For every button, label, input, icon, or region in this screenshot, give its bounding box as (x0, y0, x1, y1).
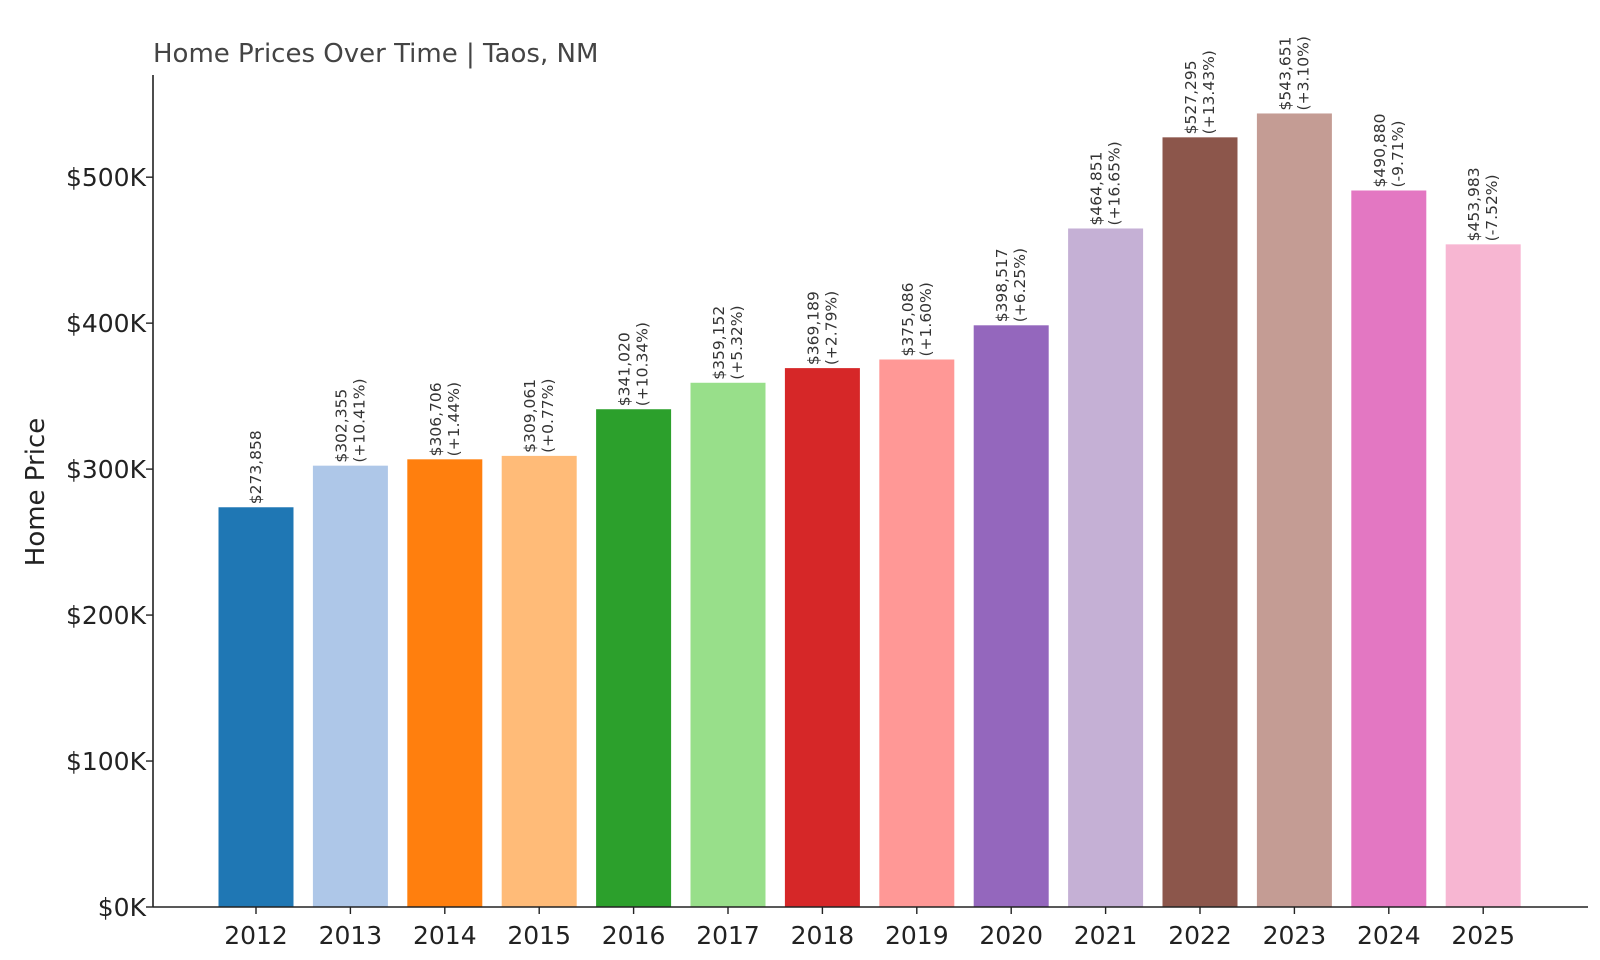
data-label-change: (+1.60%) (917, 282, 935, 356)
y-tick-label: $300K (66, 455, 147, 484)
data-label-change: (+10.41%) (350, 378, 368, 462)
data-label-value: $369,189 (804, 291, 822, 365)
chart-title: Home Prices Over Time | Taos, NM (153, 39, 598, 69)
bars (218, 113, 1521, 908)
data-label-value: $375,086 (899, 283, 917, 357)
data-label-value: $453,983 (1465, 167, 1483, 241)
x-tick-label: 2018 (791, 921, 855, 950)
data-label-change: (+2.79%) (822, 291, 840, 365)
x-axis-ticks: 2012 2013 2014 2015 2016 2017 2018 2019 2020 2021… (224, 907, 1515, 950)
bar-2025 (1445, 244, 1521, 907)
bar-2018 (784, 368, 860, 907)
data-label-value: $306,706 (427, 382, 445, 456)
bar-2022 (1162, 137, 1238, 907)
bar-2023 (1256, 113, 1332, 907)
x-tick-label: 2025 (1451, 921, 1515, 950)
data-label-value: $543,651 (1276, 36, 1294, 110)
x-tick-label: 2023 (1263, 921, 1327, 950)
data-label-change: (-9.71%) (1389, 121, 1407, 188)
bar-2024 (1351, 190, 1427, 908)
y-tick-label: $400K (66, 309, 147, 338)
data-label-change: (+16.65%) (1106, 141, 1124, 225)
bar-2014 (407, 459, 483, 907)
y-tick-label: $100K (66, 747, 147, 776)
y-tick-label: $0K (98, 893, 147, 922)
data-label-value: $464,851 (1088, 152, 1106, 226)
x-tick-label: 2021 (1074, 921, 1138, 950)
data-label-change: (-7.52%) (1483, 174, 1501, 241)
data-labels: $273,858 $302,355 (+10.41%) $306,706 (+1.44%… (247, 36, 1501, 504)
data-label-value: $527,295 (1182, 60, 1200, 134)
data-label-change: (+0.77%) (539, 379, 557, 453)
bar-2016 (596, 409, 672, 907)
x-tick-label: 2024 (1357, 921, 1421, 950)
data-label-value: $398,517 (993, 248, 1011, 322)
x-tick-label: 2015 (507, 921, 571, 950)
x-tick-label: 2016 (602, 921, 666, 950)
data-label-change: (+3.10%) (1294, 36, 1312, 110)
data-label-value: $359,152 (710, 306, 728, 380)
bar-2020 (973, 325, 1049, 907)
data-label-change: (+1.44%) (445, 382, 463, 456)
data-label-value: $490,880 (1371, 114, 1389, 188)
data-label-value: $309,061 (521, 379, 539, 453)
bar-2013 (312, 465, 388, 907)
y-axis-ticks: $0K $100K $200K $300K $400K $500K (66, 163, 153, 922)
bar-2017 (690, 382, 766, 907)
y-tick-label: $500K (66, 163, 147, 192)
bar-2019 (879, 359, 955, 907)
data-label-value: $302,355 (332, 389, 350, 463)
bar-2012 (218, 507, 294, 907)
x-tick-label: 2012 (224, 921, 288, 950)
x-tick-label: 2014 (413, 921, 477, 950)
x-tick-label: 2013 (319, 921, 383, 950)
data-label-value: $273,858 (247, 430, 265, 504)
data-label-change: (+5.32%) (728, 305, 746, 379)
bar-2021 (1068, 228, 1144, 907)
x-tick-label: 2022 (1168, 921, 1232, 950)
y-tick-label: $200K (66, 601, 147, 630)
data-label-value: $341,020 (616, 332, 634, 406)
bar-2015 (501, 455, 577, 907)
x-tick-label: 2020 (979, 921, 1043, 950)
data-label-change: (+13.43%) (1200, 50, 1218, 134)
data-label-change: (+10.34%) (634, 322, 652, 406)
x-tick-label: 2017 (696, 921, 760, 950)
data-label-change: (+6.25%) (1011, 248, 1029, 322)
y-axis-label: Home Price (21, 418, 51, 566)
x-tick-label: 2019 (885, 921, 949, 950)
